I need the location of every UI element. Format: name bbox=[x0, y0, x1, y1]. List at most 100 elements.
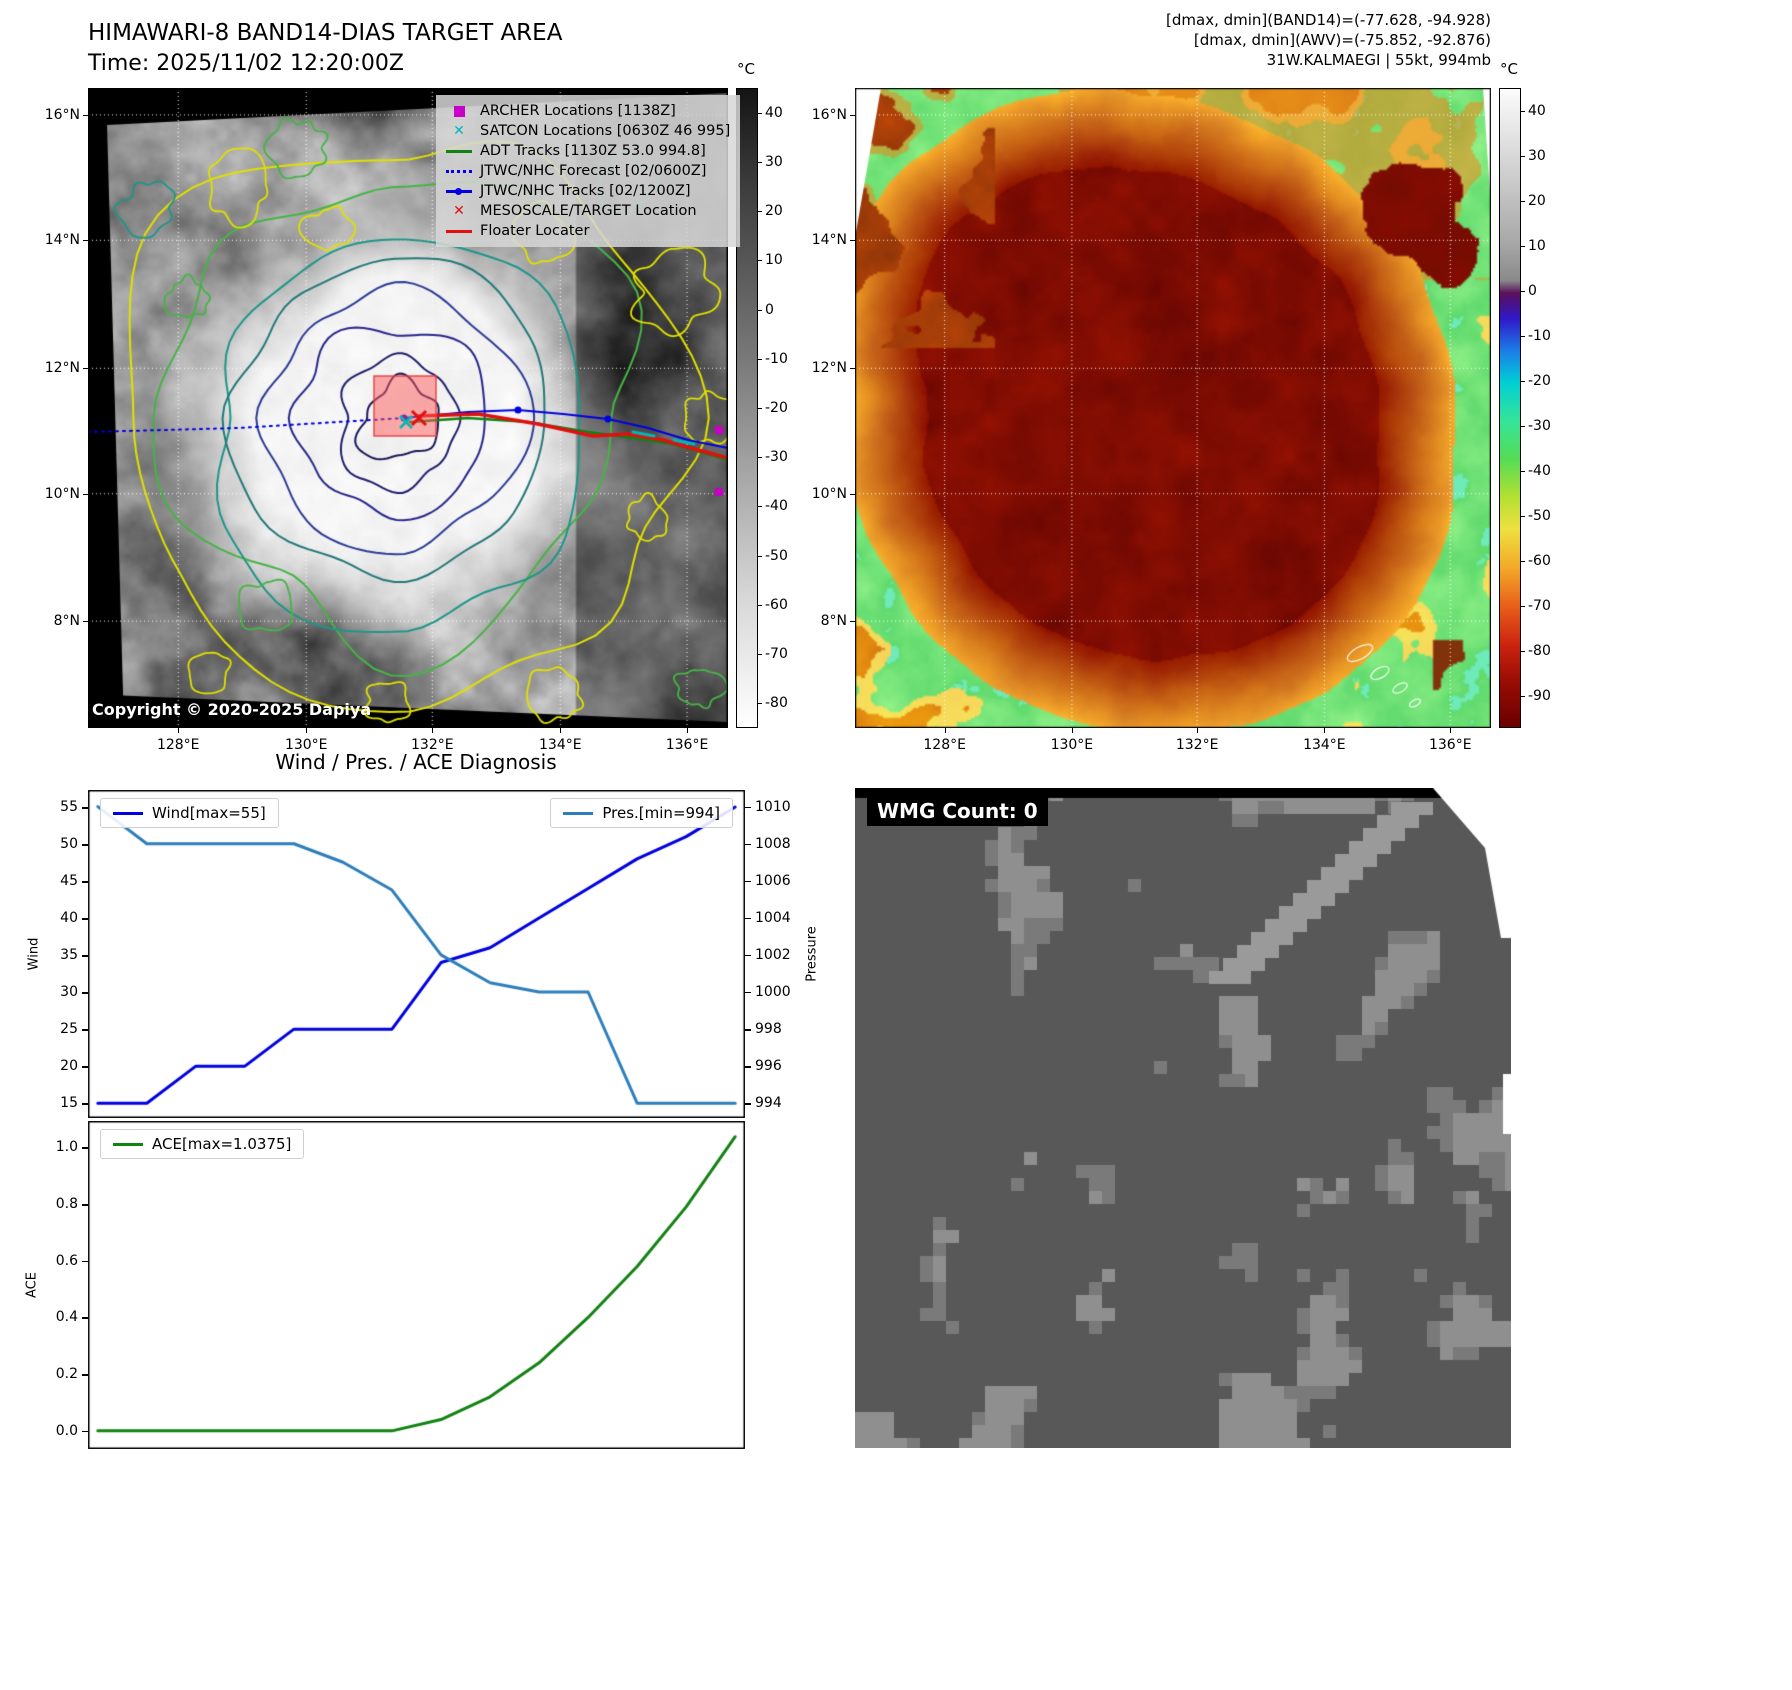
mesoscale-target-icon: ✕ bbox=[453, 203, 465, 219]
tick-mark bbox=[1521, 606, 1525, 608]
band14-colorbar-tick-label: -80 bbox=[765, 695, 788, 712]
tick-mark bbox=[1521, 651, 1525, 653]
wind-legend-label: Wind[max=55] bbox=[152, 804, 266, 822]
dmax-dmin-band14-text: [dmax, dmin](BAND14)=(-77.628, -94.928) bbox=[1166, 11, 1491, 29]
wind-pressure-right-tick-label: 996 bbox=[755, 1058, 782, 1075]
tick-mark bbox=[560, 728, 562, 733]
wind-pressure-right-tick-label: 1000 bbox=[755, 983, 791, 1000]
tick-mark bbox=[82, 1066, 88, 1068]
awv-y-tick-label: 12°N bbox=[811, 360, 847, 377]
wind-pressure-right-tick-label: 1004 bbox=[755, 909, 791, 926]
tick-mark bbox=[82, 918, 88, 920]
band14-colorbar-tick-label: 10 bbox=[765, 252, 783, 269]
legend-item-label: SATCON Locations [0630Z 46 995] bbox=[480, 123, 731, 139]
tick-mark bbox=[83, 621, 88, 623]
tick-mark bbox=[758, 112, 762, 114]
tick-mark bbox=[83, 240, 88, 242]
ace-left-tick-label: 0.4 bbox=[55, 1309, 78, 1326]
tick-mark bbox=[432, 728, 434, 733]
band14-colorbar-tick-label: 40 bbox=[765, 104, 783, 121]
wind-pressure-right-tick-label: 1002 bbox=[755, 946, 791, 963]
tick-mark bbox=[83, 493, 88, 495]
floater-locater-icon bbox=[446, 229, 472, 233]
legend-item: ✕ MESOSCALE/TARGET Location bbox=[446, 201, 730, 221]
ace-left-tick-label: 0.2 bbox=[55, 1366, 78, 1383]
wmg-mask-image bbox=[855, 788, 1511, 1448]
awv-colorbar-tick-label: 20 bbox=[1528, 192, 1546, 209]
tick-mark bbox=[306, 728, 308, 733]
wind-legend-line-icon bbox=[113, 811, 143, 815]
band14-y-tick-label: 8°N bbox=[53, 613, 80, 630]
satcon-marker-icon: ✕ bbox=[453, 123, 465, 139]
tick-mark bbox=[758, 211, 762, 213]
tick-mark bbox=[1521, 696, 1525, 698]
tick-mark bbox=[745, 1066, 751, 1068]
band14-colorbar-tick-label: 20 bbox=[765, 203, 783, 220]
awv-x-tick-label: 130°E bbox=[1050, 737, 1094, 753]
tick-mark bbox=[1071, 728, 1073, 733]
tick-mark bbox=[850, 493, 855, 495]
tick-mark bbox=[850, 368, 855, 370]
tick-mark bbox=[758, 703, 762, 705]
band14-time-subtitle: Time: 2025/11/02 12:20:00Z bbox=[88, 51, 404, 76]
tick-mark bbox=[1521, 290, 1525, 292]
tick-mark bbox=[1521, 110, 1525, 112]
band14-legend: ARCHER Locations [1138Z] ✕ SATCON Location… bbox=[436, 95, 741, 247]
wind-pressure-left-tick-label: 30 bbox=[60, 984, 78, 1001]
tick-mark bbox=[944, 728, 946, 733]
band14-colorbar-tick-label: 30 bbox=[765, 153, 783, 170]
tick-mark bbox=[82, 955, 88, 957]
tick-mark bbox=[82, 844, 88, 846]
tick-mark bbox=[745, 991, 751, 994]
awv-colorbar-tick-label: -30 bbox=[1528, 418, 1551, 435]
tick-mark bbox=[82, 1147, 88, 1149]
awv-colorbar-tick-label: -60 bbox=[1528, 553, 1551, 570]
tick-mark bbox=[745, 954, 751, 957]
tick-mark bbox=[1521, 380, 1525, 382]
tick-mark bbox=[83, 368, 88, 370]
band14-colorbar bbox=[736, 88, 758, 728]
tick-mark bbox=[1521, 561, 1525, 563]
tick-mark bbox=[82, 992, 88, 994]
wind-pressure-left-tick-label: 45 bbox=[60, 873, 78, 890]
band14-x-tick-label: 130°E bbox=[284, 737, 328, 753]
band14-x-tick-label: 132°E bbox=[411, 737, 454, 753]
wind-pressure-chart bbox=[88, 790, 745, 1118]
legend-item: ARCHER Locations [1138Z] bbox=[446, 101, 730, 121]
band14-colorbar-tick-label: -20 bbox=[765, 400, 788, 416]
ace-left-tick-label: 0.6 bbox=[55, 1252, 78, 1269]
band14-colorbar-tick-label: 0 bbox=[765, 301, 774, 318]
legend-item: JTWC/NHC Tracks [02/1200Z] bbox=[446, 181, 730, 201]
jtwc-track-icon bbox=[446, 187, 472, 195]
tick-mark bbox=[745, 1029, 751, 1031]
wind-pressure-left-tick-label: 15 bbox=[60, 1095, 78, 1112]
band14-colorbar-unit: °C bbox=[737, 60, 755, 78]
awv-colorbar-tick-label: 30 bbox=[1528, 147, 1546, 164]
awv-colorbar-tick-label: -50 bbox=[1528, 508, 1551, 525]
ace-axis-label: ACE bbox=[24, 1272, 40, 1298]
wind-pressure-left-tick-label: 35 bbox=[60, 947, 78, 964]
tick-mark bbox=[1521, 516, 1525, 518]
ace-left-tick-label: 0.8 bbox=[55, 1196, 78, 1213]
storm-id-intensity-text: 31W.KALMAEGI | 55kt, 994mb bbox=[1266, 51, 1491, 69]
tick-mark bbox=[82, 1260, 88, 1263]
tick-mark bbox=[758, 260, 762, 262]
legend-item-label: JTWC/NHC Forecast [02/0600Z] bbox=[480, 163, 707, 179]
awv-colorbar-tick-label: -70 bbox=[1528, 598, 1551, 615]
tick-mark bbox=[745, 917, 751, 920]
legend-item: ADT Tracks [1130Z 53.0 994.8] bbox=[446, 141, 730, 161]
tick-mark bbox=[758, 161, 762, 163]
awv-colorbar bbox=[1499, 88, 1521, 728]
tick-mark bbox=[758, 408, 762, 409]
tick-mark bbox=[1450, 728, 1452, 733]
tick-mark bbox=[850, 240, 855, 242]
band14-colorbar-tick-label: -40 bbox=[765, 498, 788, 515]
ace-left-tick-label: 1.0 bbox=[55, 1139, 78, 1156]
wind-pressure-left-tick-label: 40 bbox=[60, 910, 78, 927]
awv-y-tick-label: 10°N bbox=[811, 485, 847, 502]
legend-item: ✕ SATCON Locations [0630Z 46 995] bbox=[446, 121, 730, 141]
band14-x-tick-label: 128°E bbox=[156, 737, 200, 753]
legend-item-label: ADT Tracks [1130Z 53.0 994.8] bbox=[480, 143, 706, 159]
tick-mark bbox=[850, 114, 855, 116]
wind-pressure-left-tick-label: 20 bbox=[60, 1058, 78, 1075]
